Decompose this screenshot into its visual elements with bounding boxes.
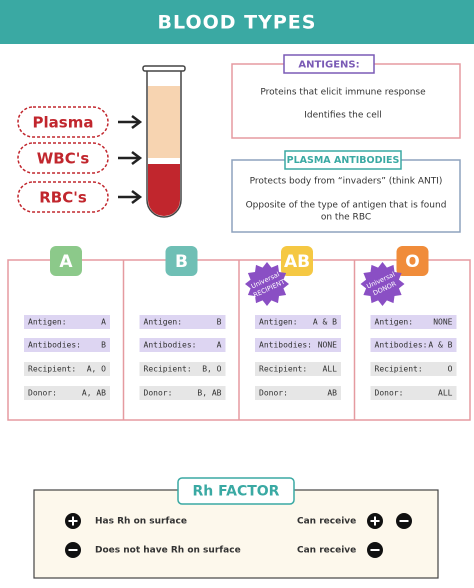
rh-description: Does not have Rh on surface [95, 546, 241, 556]
antibodies-line: Protects body from “invaders” (think ANT… [250, 177, 443, 187]
row-bg [255, 386, 341, 400]
type-label: O [405, 252, 419, 272]
type-label: A [59, 252, 73, 272]
row-value: ALL [323, 365, 338, 374]
component-pill [17, 106, 109, 138]
row-key: Donor: [144, 389, 173, 398]
component-label: Plasma [33, 114, 94, 132]
row-value: A [217, 341, 222, 350]
row-bg [139, 315, 226, 329]
rh-action: Can receive [297, 517, 356, 527]
type-badge [281, 246, 313, 276]
row-bg [24, 315, 110, 329]
antigens-line: Identifies the cell [304, 111, 382, 121]
row-bg [24, 386, 110, 400]
row-bg [24, 362, 110, 376]
row-value: B, AB [197, 389, 221, 398]
row-value: O [448, 365, 453, 374]
row-bg [370, 386, 457, 400]
row-value: A & B [428, 341, 452, 350]
rh-tag [177, 477, 295, 505]
row-bg [255, 362, 341, 376]
antibodies-line: on the RBC [321, 213, 371, 223]
rh-action: Can receive [297, 546, 356, 556]
row-value: B [101, 341, 106, 350]
antibodies-box [231, 159, 461, 233]
row-key: Donor: [28, 389, 57, 398]
row-bg [370, 338, 457, 352]
row-bg [139, 338, 226, 352]
row-value: B [217, 318, 222, 327]
row-value: NONE [433, 318, 452, 327]
arrow-head [131, 115, 143, 129]
title: BLOOD TYPES [158, 12, 317, 34]
antibodies-title: PLASMA ANTIBODIES [287, 155, 400, 166]
row-value: A, O [87, 365, 106, 374]
row-key: Recipient: [144, 365, 192, 374]
row-value: AB [327, 389, 337, 398]
row-key: Antibodies: [375, 341, 428, 350]
header-bar [0, 0, 474, 44]
arrow-head [131, 190, 143, 204]
row-bg [255, 315, 341, 329]
row-key: Antibodies: [28, 341, 81, 350]
row-key: Antigen: [28, 318, 67, 327]
row-key: Antibodies: [144, 341, 197, 350]
antibodies-tag [284, 150, 402, 170]
type-badge [396, 246, 429, 276]
row-key: Antibodies: [259, 341, 312, 350]
rh-title: Rh FACTOR [193, 484, 280, 500]
row-key: Recipient: [28, 365, 76, 374]
row-key: Recipient: [375, 365, 423, 374]
type-badge [165, 246, 198, 276]
row-bg [370, 315, 457, 329]
row-value: ALL [438, 389, 453, 398]
component-label: RBC's [39, 189, 87, 207]
antigens-tag [283, 54, 375, 74]
test-tube [142, 65, 186, 218]
component-label: WBC's [37, 150, 90, 168]
row-key: Antigen: [375, 318, 414, 327]
component-pill [17, 142, 109, 174]
antigens-box [231, 63, 461, 139]
row-key: Antigen: [259, 318, 298, 327]
row-bg [139, 362, 226, 376]
row-value: B, O [202, 365, 221, 374]
universal-badge [245, 262, 289, 306]
row-key: Antigen: [144, 318, 183, 327]
antigens-line: Proteins that elicit immune response [260, 88, 426, 98]
type-badge [50, 246, 82, 276]
row-key: Recipient: [259, 365, 307, 374]
row-bg [139, 386, 226, 400]
type-label: B [175, 252, 188, 272]
row-key: Donor: [375, 389, 404, 398]
universal-badge [360, 262, 405, 306]
rh-description: Has Rh on surface [95, 517, 187, 527]
row-bg [24, 338, 110, 352]
arrow-head [131, 151, 143, 165]
row-value: NONE [318, 341, 337, 350]
antibodies-line: Opposite of the type of antigen that is … [246, 201, 447, 211]
row-bg [370, 362, 457, 376]
row-bg [255, 338, 341, 352]
row-value: A [101, 318, 106, 327]
row-key: Donor: [259, 389, 288, 398]
component-pill [17, 181, 109, 213]
row-value: A & B [313, 318, 337, 327]
row-value: A, AB [82, 389, 106, 398]
antigens-title: ANTIGENS: [298, 60, 359, 71]
type-label: AB [284, 252, 310, 272]
